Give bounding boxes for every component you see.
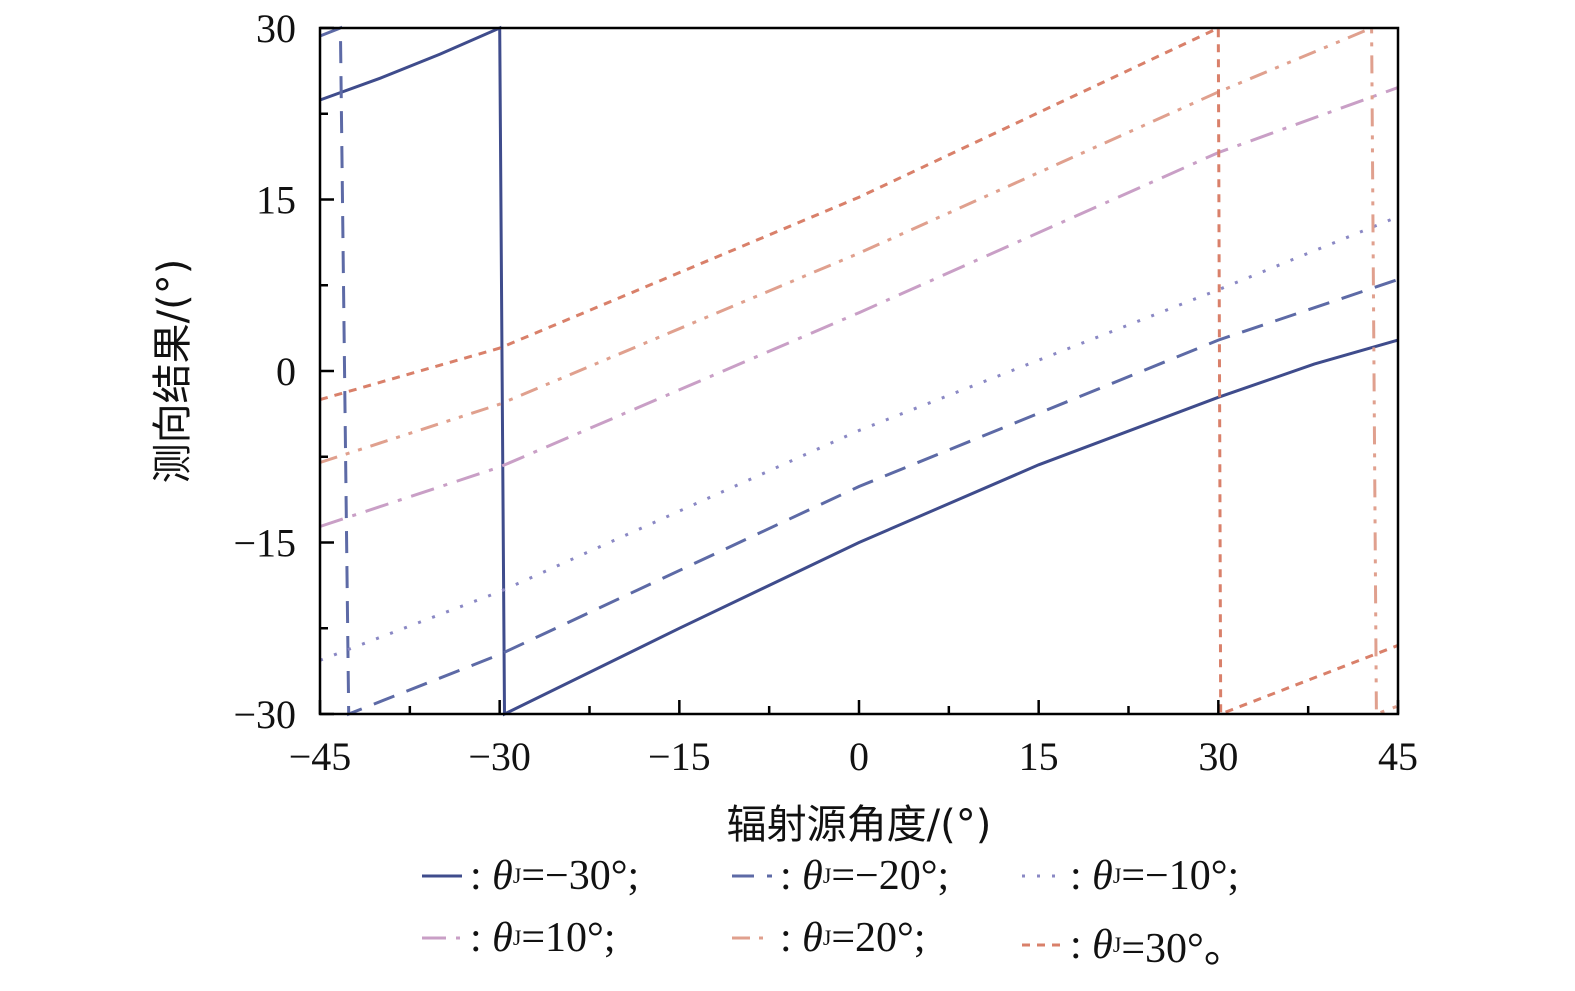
legend-sub: J [512,925,522,950]
series-layer [319,25,1399,717]
legend-suffix: =20°; [831,915,926,961]
x-tick-label: −15 [648,734,711,779]
legend-sub: J [1112,931,1122,957]
legend-swatch [1022,874,1062,878]
series-line-3 [319,86,1399,528]
legend-theta: θ [492,915,513,961]
legend-swatch [422,936,462,940]
legend-suffix: =−30°; [521,853,640,899]
legend-theta: θ [1092,921,1113,968]
series-line-2 [319,215,1399,662]
series-line-0 [319,25,1399,717]
x-axis-title: 辐射源角度/(°) [727,802,992,848]
legend-theta: θ [802,915,823,961]
x-tick-label: 45 [1378,734,1418,779]
legend-prefix: : [1070,921,1093,968]
series-line-5 [319,25,1399,717]
legend-suffix: =30°。 [1121,926,1246,972]
legend-item: : θ J =10°; [420,914,616,962]
legend-theta: θ [492,853,513,899]
legend-suffix: =−20°; [831,853,950,899]
y-tick-label: −30 [233,692,296,737]
legend-prefix: : [780,853,803,899]
x-tick-label: 15 [1019,734,1059,779]
y-tick-label: 30 [256,6,296,51]
legend-sub: J [822,863,832,888]
legend-prefix: : [470,915,493,961]
legend-theta: θ [1092,853,1113,899]
legend-prefix: : [1070,853,1093,899]
series-line-4 [319,25,1399,717]
legend-item: : θ J =−30°; [420,852,639,900]
y-tick-label: −15 [233,521,296,566]
legend-suffix: =−10°; [1121,853,1240,899]
plot-frame [318,26,1400,716]
legend-sub: J [822,925,832,950]
legend-theta: θ [802,853,823,899]
series-line-1 [319,25,1399,717]
legend-prefix: : [780,915,803,961]
legend-swatch [1022,943,1062,946]
legend-sub: J [512,863,522,888]
y-tick-label: 15 [256,178,296,223]
legend-item: : θ J =30°。 [1020,914,1246,975]
legend-item: : θ J =−10°; [1020,852,1239,900]
y-tick-label: 0 [276,349,296,394]
x-tick-label: 30 [1198,734,1238,779]
legend-item: : θ J =−20°; [730,852,949,900]
legend-swatch [732,936,772,940]
legend-swatch [732,874,772,878]
legend-sub: J [1112,863,1122,888]
x-tick-label: −30 [468,734,531,779]
legend-item: : θ J =20°; [730,914,926,962]
legend-prefix: : [470,853,493,899]
x-tick-label: 0 [849,734,869,779]
legend-suffix: =10°; [521,915,616,961]
y-axis-title: 测向结果/(°) [150,259,196,484]
x-tick-label: −45 [289,734,352,779]
legend-swatch [422,874,462,878]
